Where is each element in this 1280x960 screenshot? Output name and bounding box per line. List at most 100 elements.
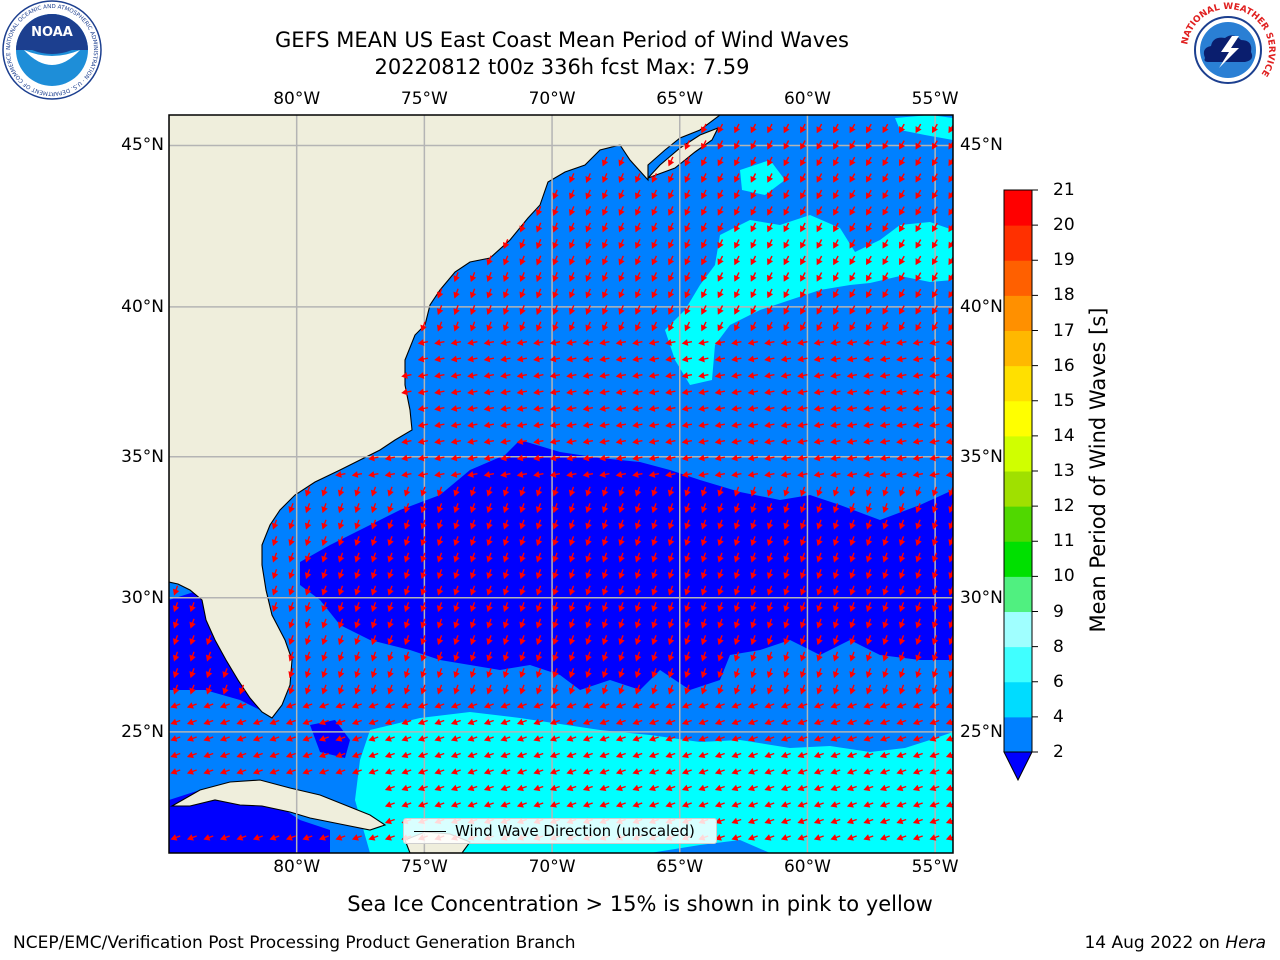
wave-direction-arrowhead xyxy=(667,572,675,580)
wave-direction-arrowhead xyxy=(354,489,361,497)
wave-direction-arrowhead xyxy=(816,621,823,629)
wave-direction-arrowhead xyxy=(601,274,609,282)
wave-direction-arrowhead xyxy=(186,768,194,775)
wave-direction-arrowhead xyxy=(764,438,771,445)
wave-direction-arrowhead xyxy=(717,654,724,662)
wave-direction-arrowhead xyxy=(436,621,444,629)
wave-direction-arrowhead xyxy=(384,751,392,759)
wave-direction-arrowhead xyxy=(764,339,771,346)
wave-direction-arrowhead xyxy=(945,454,953,462)
wave-direction-arrowhead xyxy=(368,702,376,709)
wave-direction-arrowhead xyxy=(252,834,260,841)
wave-direction-arrowhead xyxy=(552,638,559,646)
wave-direction-arrowhead xyxy=(354,654,361,662)
wave-direction-arrowhead xyxy=(552,274,559,283)
wave-direction-arrowhead xyxy=(549,339,557,346)
wave-direction-arrowhead xyxy=(500,718,508,726)
wave-direction-arrowhead xyxy=(783,175,790,183)
wave-direction-arrowhead xyxy=(500,405,507,412)
wave-direction-arrowhead xyxy=(783,671,790,679)
wave-direction-arrowhead xyxy=(585,588,592,596)
wave-direction-arrowhead xyxy=(945,784,953,792)
wave-direction-arrowhead xyxy=(467,751,475,759)
wave-direction-arrowhead xyxy=(849,621,856,629)
wave-direction-arrowhead xyxy=(700,572,708,580)
wave-direction-arrowhead xyxy=(304,621,312,629)
wave-direction-arrowhead xyxy=(618,539,625,547)
wave-direction-arrowhead xyxy=(717,572,724,580)
wave-direction-arrowhead xyxy=(767,159,774,167)
wave-direction-arrowhead xyxy=(915,159,922,167)
wave-direction-arrowhead xyxy=(189,621,196,629)
wave-direction-arrowhead xyxy=(321,539,328,547)
wave-direction-arrowhead xyxy=(681,454,689,462)
wave-direction-arrowhead xyxy=(269,718,277,726)
wave-direction-arrowhead xyxy=(651,605,658,613)
wave-direction-arrowhead xyxy=(731,702,739,709)
wave-direction-arrowhead xyxy=(236,751,244,759)
wave-direction-arrowhead xyxy=(302,834,310,841)
wave-direction-arrowhead xyxy=(634,638,642,646)
wave-direction-arrowhead xyxy=(420,654,427,662)
wave-direction-arrowhead xyxy=(684,687,691,695)
wave-direction-arrowhead xyxy=(469,605,477,613)
wave-direction-arrowhead xyxy=(830,718,838,726)
wave-direction-arrowhead xyxy=(450,438,458,445)
wave-direction-arrowhead xyxy=(700,654,708,662)
wave-direction-arrowhead xyxy=(585,654,592,662)
wave-direction-arrowhead xyxy=(665,751,673,759)
wave-direction-arrowhead xyxy=(733,605,741,613)
wave-direction-arrowhead xyxy=(717,192,724,200)
wave-direction-arrowhead xyxy=(833,258,840,266)
wave-direction-arrowhead xyxy=(321,522,328,530)
wave-direction-arrowhead xyxy=(896,421,903,429)
wave-direction-arrowhead xyxy=(585,274,592,282)
wave-direction-arrowhead xyxy=(519,671,526,679)
wave-direction-arrowhead xyxy=(205,654,213,662)
wave-direction-arrowhead xyxy=(304,522,312,530)
colorbar-tick-label: 17 xyxy=(1053,320,1075,341)
wave-direction-arrowhead xyxy=(684,159,691,167)
wave-direction-arrowhead xyxy=(783,687,790,695)
wave-direction-arrowhead xyxy=(648,784,656,792)
wave-direction-arrowhead xyxy=(832,638,840,646)
wave-direction-arrowhead xyxy=(172,621,180,629)
wave-direction-arrowhead xyxy=(780,784,788,792)
wave-direction-arrowhead xyxy=(387,555,394,563)
wave-direction-arrowhead xyxy=(321,489,328,497)
wave-direction-arrowhead xyxy=(830,801,838,808)
wave-direction-arrowhead xyxy=(915,687,922,695)
wave-direction-arrowhead xyxy=(354,638,361,646)
wave-direction-arrowhead xyxy=(469,489,477,497)
wave-direction-arrowhead xyxy=(830,735,838,742)
wave-direction-arrowhead xyxy=(387,671,394,679)
wave-direction-arrowhead xyxy=(618,621,625,629)
wave-direction-arrowhead xyxy=(846,784,854,792)
wave-direction-arrowhead xyxy=(566,735,574,742)
wave-direction-arrowhead xyxy=(833,126,840,134)
wave-direction-arrowhead xyxy=(882,208,889,216)
wave-direction-arrowhead xyxy=(172,654,180,662)
wave-direction-arrowhead xyxy=(866,159,873,167)
wave-direction-arrowhead xyxy=(747,355,755,363)
wave-direction-arrowhead xyxy=(665,735,673,742)
wave-direction-arrowhead xyxy=(684,258,691,266)
wave-direction-arrowhead xyxy=(733,489,741,497)
wave-direction-arrowhead xyxy=(783,241,790,249)
wave-direction-arrowhead xyxy=(401,784,409,792)
wave-direction-arrowhead xyxy=(186,702,194,709)
wave-direction-arrowhead xyxy=(549,751,557,759)
wave-direction-arrowhead xyxy=(599,768,607,775)
wave-direction-arrowhead xyxy=(483,735,491,742)
lat-label: 30°N xyxy=(960,587,1003,608)
wave-direction-arrowhead xyxy=(830,438,837,445)
wave-direction-arrowhead xyxy=(915,175,922,183)
wave-direction-arrowhead xyxy=(764,421,771,429)
wave-direction-arrowhead xyxy=(665,372,672,379)
wave-direction-arrowhead xyxy=(684,142,691,150)
wave-direction-arrowhead xyxy=(370,522,378,530)
wave-direction-arrowhead xyxy=(896,817,904,825)
wave-direction-arrowhead xyxy=(618,192,625,200)
wave-direction-arrowhead xyxy=(863,702,871,709)
wave-direction-arrowhead xyxy=(552,671,559,679)
